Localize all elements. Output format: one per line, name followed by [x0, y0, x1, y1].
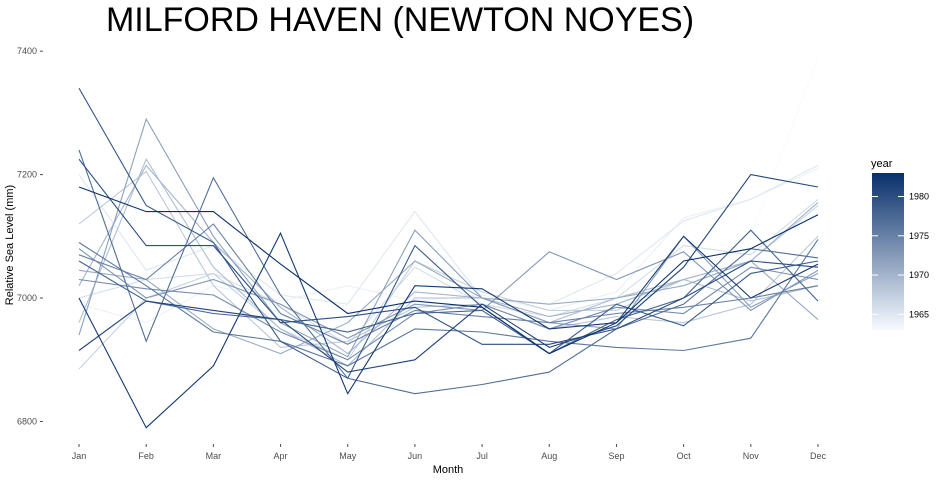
- series-line-1972: [78, 117, 819, 358]
- legend-tick-label: 1965: [909, 309, 929, 319]
- legend-ticks: 1965 1970 1975 1980: [872, 192, 929, 319]
- series-line-1975: [78, 223, 819, 345]
- series-line-1973: [78, 248, 819, 339]
- series-line-1977: [78, 149, 819, 395]
- series-line-1976: [78, 239, 819, 367]
- x-tick-label: Jan: [72, 451, 87, 461]
- y-axis: 6800 7000 7200 7400: [17, 46, 43, 426]
- legend-tick-label: 1975: [909, 231, 929, 241]
- y-tick-label: 6800: [17, 416, 37, 426]
- series-line-1968: [78, 170, 819, 348]
- x-tick-label: Mar: [206, 451, 222, 461]
- legend-title: year: [871, 158, 893, 170]
- series-line-1983: [78, 186, 819, 355]
- series-line-1969: [78, 157, 819, 367]
- x-tick-label: Oct: [677, 451, 692, 461]
- legend-tick-label: 1970: [909, 270, 929, 280]
- series-lines: [78, 57, 819, 429]
- series-line-1978: [78, 229, 819, 355]
- x-tick-label: Nov: [743, 451, 760, 461]
- series-line-1971: [78, 260, 819, 355]
- x-axis-title: Month: [433, 464, 464, 476]
- x-tick-label: May: [339, 451, 357, 461]
- y-tick-label: 7400: [17, 46, 37, 56]
- x-tick-label: Dec: [810, 451, 827, 461]
- y-axis-title: Relative Sea Level (mm): [4, 185, 16, 305]
- x-tick-label: Jun: [408, 451, 423, 461]
- series-line-1963: [78, 57, 819, 324]
- x-tick-label: Feb: [138, 451, 154, 461]
- y-tick-label: 7200: [17, 170, 37, 180]
- x-tick-label: Aug: [541, 451, 557, 461]
- legend-tick-label: 1980: [909, 192, 929, 202]
- series-line-1970: [78, 164, 819, 355]
- x-tick-label: Jul: [476, 451, 488, 461]
- series-line-1981: [78, 173, 819, 373]
- x-tick-label: Apr: [274, 451, 288, 461]
- x-axis: Jan Feb Mar Apr May Jun Jul Aug Sep Oct Nov Dec: [72, 444, 827, 461]
- legend-colorbar: [872, 173, 904, 330]
- series-line-1979: [78, 87, 819, 380]
- series-line-1980: [78, 158, 819, 345]
- color-legend: year 1965 1970 1975 1980: [871, 158, 929, 330]
- x-tick-label: Sep: [608, 451, 624, 461]
- series-line-1982: [78, 231, 819, 429]
- y-tick-label: 7000: [17, 293, 37, 303]
- chart-title: MILFORD HAVEN (NEWTON NOYES): [106, 1, 694, 39]
